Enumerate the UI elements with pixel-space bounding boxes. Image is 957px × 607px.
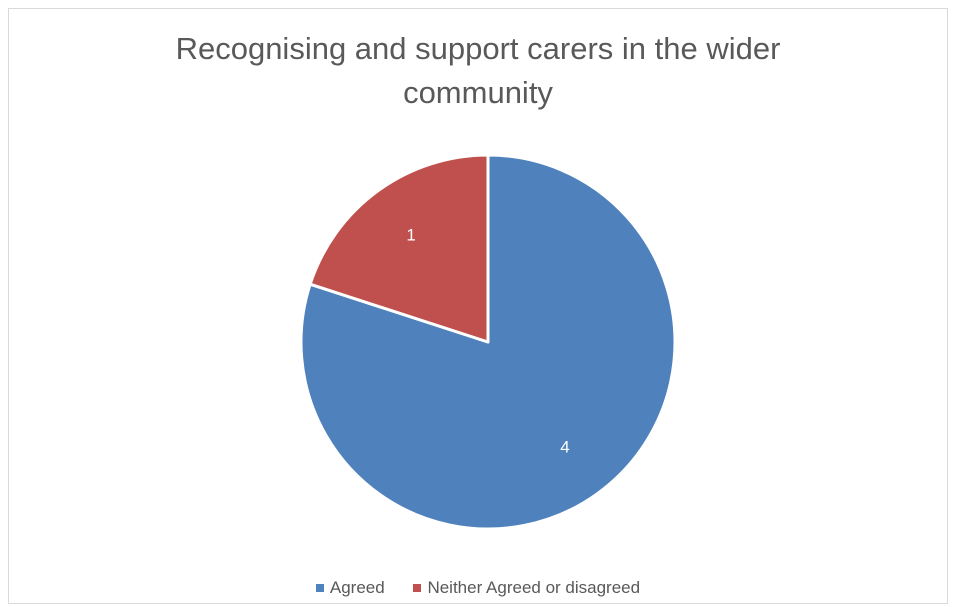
data-label-neither: 1 — [406, 226, 415, 245]
chart-title-line-1: Recognising and support carers in the wi… — [175, 31, 781, 66]
legend-item-agreed: Agreed — [315, 577, 385, 599]
legend-item-neither: Neither Agreed or disagreed — [413, 577, 640, 599]
pie-slice-neither — [308, 153, 490, 344]
legend-label-agreed: Agreed — [329, 578, 385, 597]
legend-swatch-neither — [413, 584, 422, 592]
chart-title: Recognising and support carers in the wi… — [9, 27, 947, 115]
legend-swatch-agreed — [315, 584, 324, 592]
data-label-agreed: 4 — [560, 437, 569, 456]
legend-label-neither: Neither Agreed or disagreed — [427, 578, 641, 597]
chart-title-line-2: community — [403, 75, 553, 110]
chart-legend: Agreed Neither Agreed or disagreed — [9, 576, 947, 599]
